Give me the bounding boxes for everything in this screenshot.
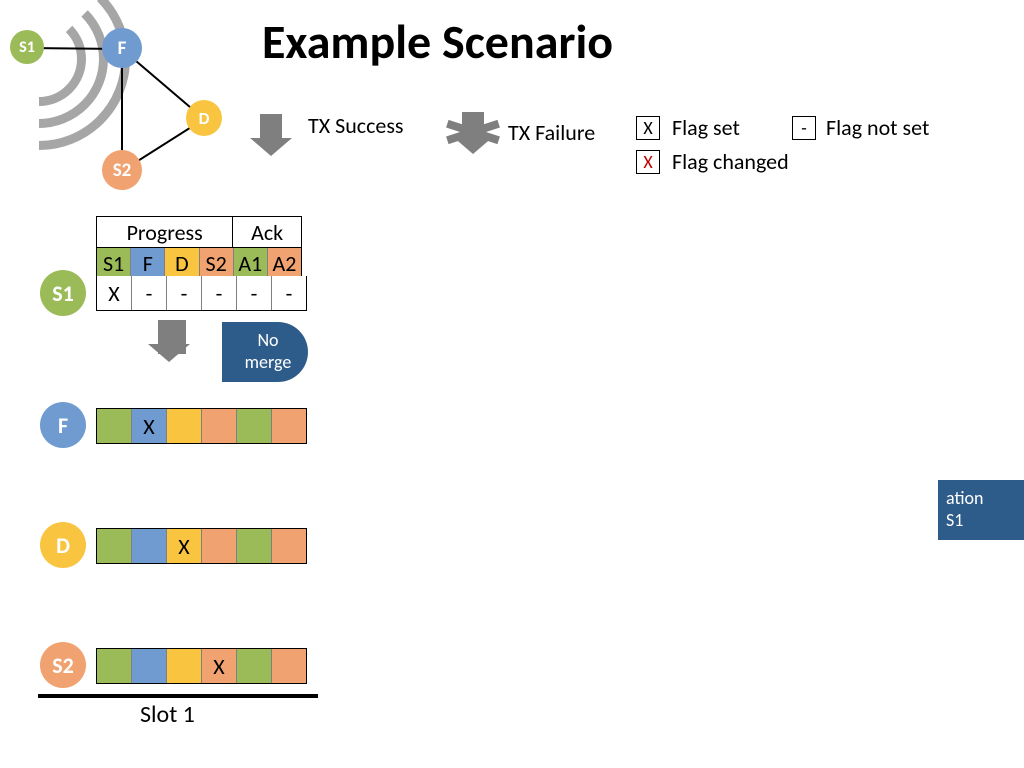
legend-flag-not-set: - Flag not set (792, 114, 929, 141)
row-strip-d: X (96, 528, 307, 564)
row-strip-s2: X (96, 648, 307, 684)
flag-box-icon: - (792, 116, 816, 140)
row-strip-f: X (96, 408, 307, 444)
legend-label: Flag set (672, 114, 740, 141)
flag-box-icon: X (636, 150, 660, 174)
slot-label: Slot 1 (140, 700, 195, 729)
row-node-d: D (40, 522, 86, 568)
legend-label: TX Success (308, 112, 404, 139)
callout-line: No (257, 330, 278, 352)
legend-tx-success: TX Success (260, 112, 404, 139)
graph-node-f: F (102, 28, 142, 68)
flag-box-icon: X (636, 116, 660, 140)
callout-partial: ation S1 (938, 480, 1024, 540)
slot-underline (38, 694, 318, 698)
legend-tx-failure: TX Failure (448, 112, 595, 152)
graph-node-s2: S2 (102, 150, 142, 190)
row-node-f: F (40, 402, 86, 448)
merge-arrow-icon (158, 320, 186, 354)
legend-label: TX Failure (508, 119, 595, 146)
row-node-s2: S2 (40, 642, 86, 688)
column-header-table: ProgressAckS1FDS2A1A2 (96, 216, 302, 279)
arrow-down-icon (260, 114, 282, 138)
graph-node-d: D (186, 100, 222, 136)
callout-line: ation (946, 488, 983, 510)
callout-line: merge (245, 352, 292, 374)
legend-flag-set: X Flag set (636, 114, 740, 141)
row-node-s1: S1 (40, 270, 86, 316)
legend-label: Flag not set (826, 114, 929, 141)
page-title: Example Scenario (262, 12, 613, 71)
legend-label: Flag changed (672, 148, 789, 175)
row-strip-s1: X----- (96, 276, 307, 311)
callout-line: S1 (946, 510, 963, 532)
legend-flag-changed: X Flag changed (636, 148, 789, 175)
graph-node-s1: S1 (10, 30, 44, 64)
arrow-fail-icon (448, 112, 498, 152)
callout-no-merge: No merge (222, 322, 308, 382)
